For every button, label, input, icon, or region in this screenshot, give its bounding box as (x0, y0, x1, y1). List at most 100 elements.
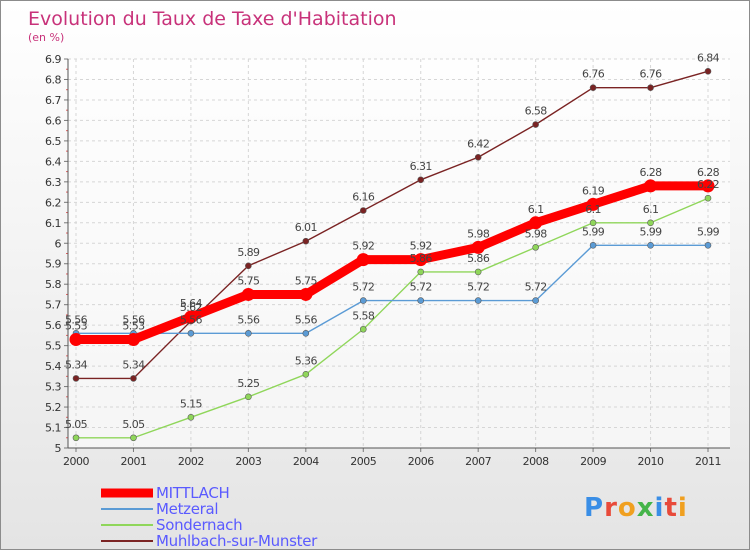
y-tick-labels: 5 5.1 5.2 5.3 5.4 5.5 5.6 5.7 5.8 5.9 6 6.1 6.2 6.3 6.… (45, 53, 62, 455)
y-tick-label: 6.7 (45, 94, 61, 107)
data-point (417, 268, 425, 276)
data-label: 6.84 (697, 51, 720, 64)
data-point (589, 219, 597, 227)
data-label: 6.22 (697, 178, 719, 191)
data-label: 6.1 (528, 203, 544, 216)
x-tick-label: 2007 (465, 455, 491, 468)
y-tick-label: 5.9 (45, 258, 61, 271)
data-label: 5.72 (352, 281, 374, 294)
y-tick-label: 6.5 (45, 135, 61, 148)
data-point (130, 434, 137, 442)
data-point (126, 332, 140, 346)
data-label: 5.92 (410, 240, 432, 253)
data-point (359, 325, 367, 333)
data-label: 5.56 (65, 313, 88, 326)
data-label: 6.19 (582, 184, 605, 197)
data-label: 5.56 (180, 313, 203, 326)
data-label: 6.01 (295, 221, 317, 234)
data-label: 5.89 (237, 246, 260, 259)
y-tick-label: 5.1 (45, 422, 61, 435)
data-point (417, 176, 425, 184)
data-label: 5.25 (237, 377, 260, 390)
data-label: 6.28 (639, 166, 662, 179)
data-label: 5.99 (697, 225, 720, 238)
data-label: 5.34 (65, 358, 88, 371)
x-tick-label: 2000 (63, 455, 89, 468)
y-tick-label: 6 (55, 237, 62, 250)
data-label: 5.72 (467, 281, 489, 294)
y-tick-label: 5.5 (45, 340, 61, 353)
data-point (245, 262, 252, 270)
data-point (647, 219, 654, 227)
y-tick-label: 6.2 (45, 196, 61, 209)
data-label: 5.64 (180, 297, 203, 310)
x-tick-label: 2009 (580, 455, 606, 468)
data-label: 5.72 (410, 281, 432, 294)
data-point (471, 240, 485, 254)
series-lines (69, 67, 715, 442)
legend-label: Metzeral (156, 500, 218, 518)
y-tick-label: 6.4 (45, 155, 61, 168)
data-label: 5.56 (122, 313, 145, 326)
data-label: 5.34 (122, 358, 145, 371)
data-label: 5.53 (122, 319, 145, 332)
series-line-metzeral (75, 244, 709, 335)
legend: MITTLACHMetzeralSondernachMuhlbach-sur-M… (101, 484, 318, 549)
legend-label: Sondernach (156, 516, 242, 534)
data-point (241, 287, 255, 301)
data-label: 5.99 (639, 225, 662, 238)
data-point (359, 297, 367, 304)
y-tick-label: 5.7 (45, 299, 61, 312)
data-label: 5.92 (352, 240, 374, 253)
plot-background (68, 59, 730, 448)
data-point (532, 297, 539, 304)
data-point (701, 179, 715, 193)
axes (64, 58, 730, 452)
y-tick-label: 5.6 (45, 319, 61, 332)
data-label: 5.56 (237, 313, 260, 326)
series-line-mittlach (71, 181, 713, 344)
data-point (474, 153, 482, 161)
data-label: 5.36 (295, 354, 318, 367)
plot-area (68, 59, 730, 448)
data-point (72, 375, 80, 382)
x-tick-label: 2008 (523, 455, 549, 468)
data-label: 6.76 (639, 68, 662, 81)
data-labels: 5.34 5.34 5.62 5.89 6.01 6.16 6.31 6.42 6.58 6.76… (65, 51, 720, 430)
data-label: 5.56 (295, 313, 318, 326)
data-point (589, 84, 597, 91)
data-label: 5.58 (352, 309, 375, 322)
data-point (356, 253, 370, 267)
data-label: 5.05 (65, 418, 88, 431)
data-label: 6.16 (352, 191, 375, 204)
data-label: 6.31 (410, 160, 432, 173)
chart-title: Evolution du Taux de Taxe d'Habitation (28, 8, 397, 30)
data-label: 5.99 (582, 225, 605, 238)
data-label: 5.75 (295, 274, 318, 287)
data-point (245, 330, 252, 337)
data-label: 5.86 (467, 252, 490, 265)
data-label: 5.15 (180, 397, 203, 410)
data-label: 6.1 (643, 203, 659, 216)
data-label: 5.62 (180, 301, 202, 314)
data-point (704, 242, 712, 249)
data-label: 6.28 (697, 166, 720, 179)
y-tick-label: 6.8 (45, 73, 61, 86)
data-point (474, 297, 482, 304)
data-point (647, 84, 654, 91)
data-label: 5.86 (410, 252, 433, 265)
data-point (529, 216, 543, 230)
data-point (130, 375, 137, 382)
data-point (302, 330, 310, 337)
data-label: 5.72 (525, 281, 547, 294)
data-label: 6.1 (585, 203, 601, 216)
y-tick-label: 5.4 (45, 360, 61, 373)
data-label: 5.98 (467, 227, 490, 240)
data-point (647, 242, 654, 249)
y-tick-label: 6.1 (45, 217, 61, 230)
x-tick-label: 2011 (695, 455, 721, 468)
x-tick-label: 2001 (120, 455, 146, 468)
y-tick-label: 6.3 (45, 176, 61, 189)
